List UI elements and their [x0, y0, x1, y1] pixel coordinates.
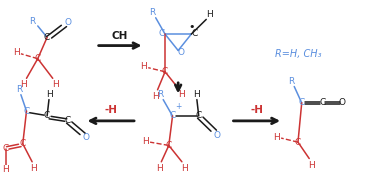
Text: C: C — [295, 138, 301, 147]
Text: H: H — [308, 161, 315, 170]
Text: C: C — [23, 107, 29, 116]
Text: C: C — [65, 116, 71, 125]
Text: O: O — [213, 131, 220, 140]
Text: H: H — [140, 62, 147, 71]
Text: H: H — [142, 137, 149, 146]
Text: R: R — [29, 16, 35, 26]
Text: C: C — [196, 111, 202, 120]
Text: C: C — [2, 144, 8, 153]
Text: C: C — [169, 111, 176, 120]
Text: C: C — [159, 29, 165, 38]
Text: C: C — [162, 67, 168, 76]
Text: H: H — [207, 10, 213, 19]
Text: H: H — [52, 80, 59, 89]
Text: H: H — [12, 48, 19, 57]
Text: H: H — [20, 80, 27, 89]
Text: R: R — [288, 77, 295, 86]
Text: C: C — [319, 98, 325, 107]
Text: R: R — [157, 90, 163, 99]
Text: O: O — [339, 98, 345, 107]
Text: H: H — [46, 90, 53, 99]
Text: H: H — [178, 90, 184, 99]
Text: -H: -H — [104, 105, 117, 115]
Text: O: O — [64, 18, 71, 27]
Text: C: C — [191, 29, 197, 38]
Text: R: R — [16, 85, 22, 94]
Text: C: C — [20, 139, 26, 148]
Text: H: H — [273, 133, 280, 142]
Text: C: C — [44, 33, 50, 42]
Text: +: + — [175, 102, 182, 111]
Text: C: C — [299, 98, 305, 107]
Text: -H: -H — [250, 105, 263, 115]
Text: R: R — [150, 8, 156, 17]
Text: C: C — [35, 54, 41, 63]
Text: C: C — [166, 141, 172, 150]
Text: CH: CH — [112, 31, 128, 41]
Text: O: O — [82, 133, 89, 142]
Text: H: H — [156, 164, 163, 173]
Text: H: H — [193, 90, 200, 99]
Text: O: O — [178, 48, 185, 57]
Text: C: C — [44, 111, 50, 120]
Text: R=H, CH₃: R=H, CH₃ — [275, 49, 321, 59]
Text: H: H — [3, 166, 9, 174]
Text: •: • — [189, 22, 195, 32]
Text: H: H — [181, 164, 188, 173]
Text: H: H — [31, 164, 37, 173]
Text: H: H — [152, 92, 159, 101]
